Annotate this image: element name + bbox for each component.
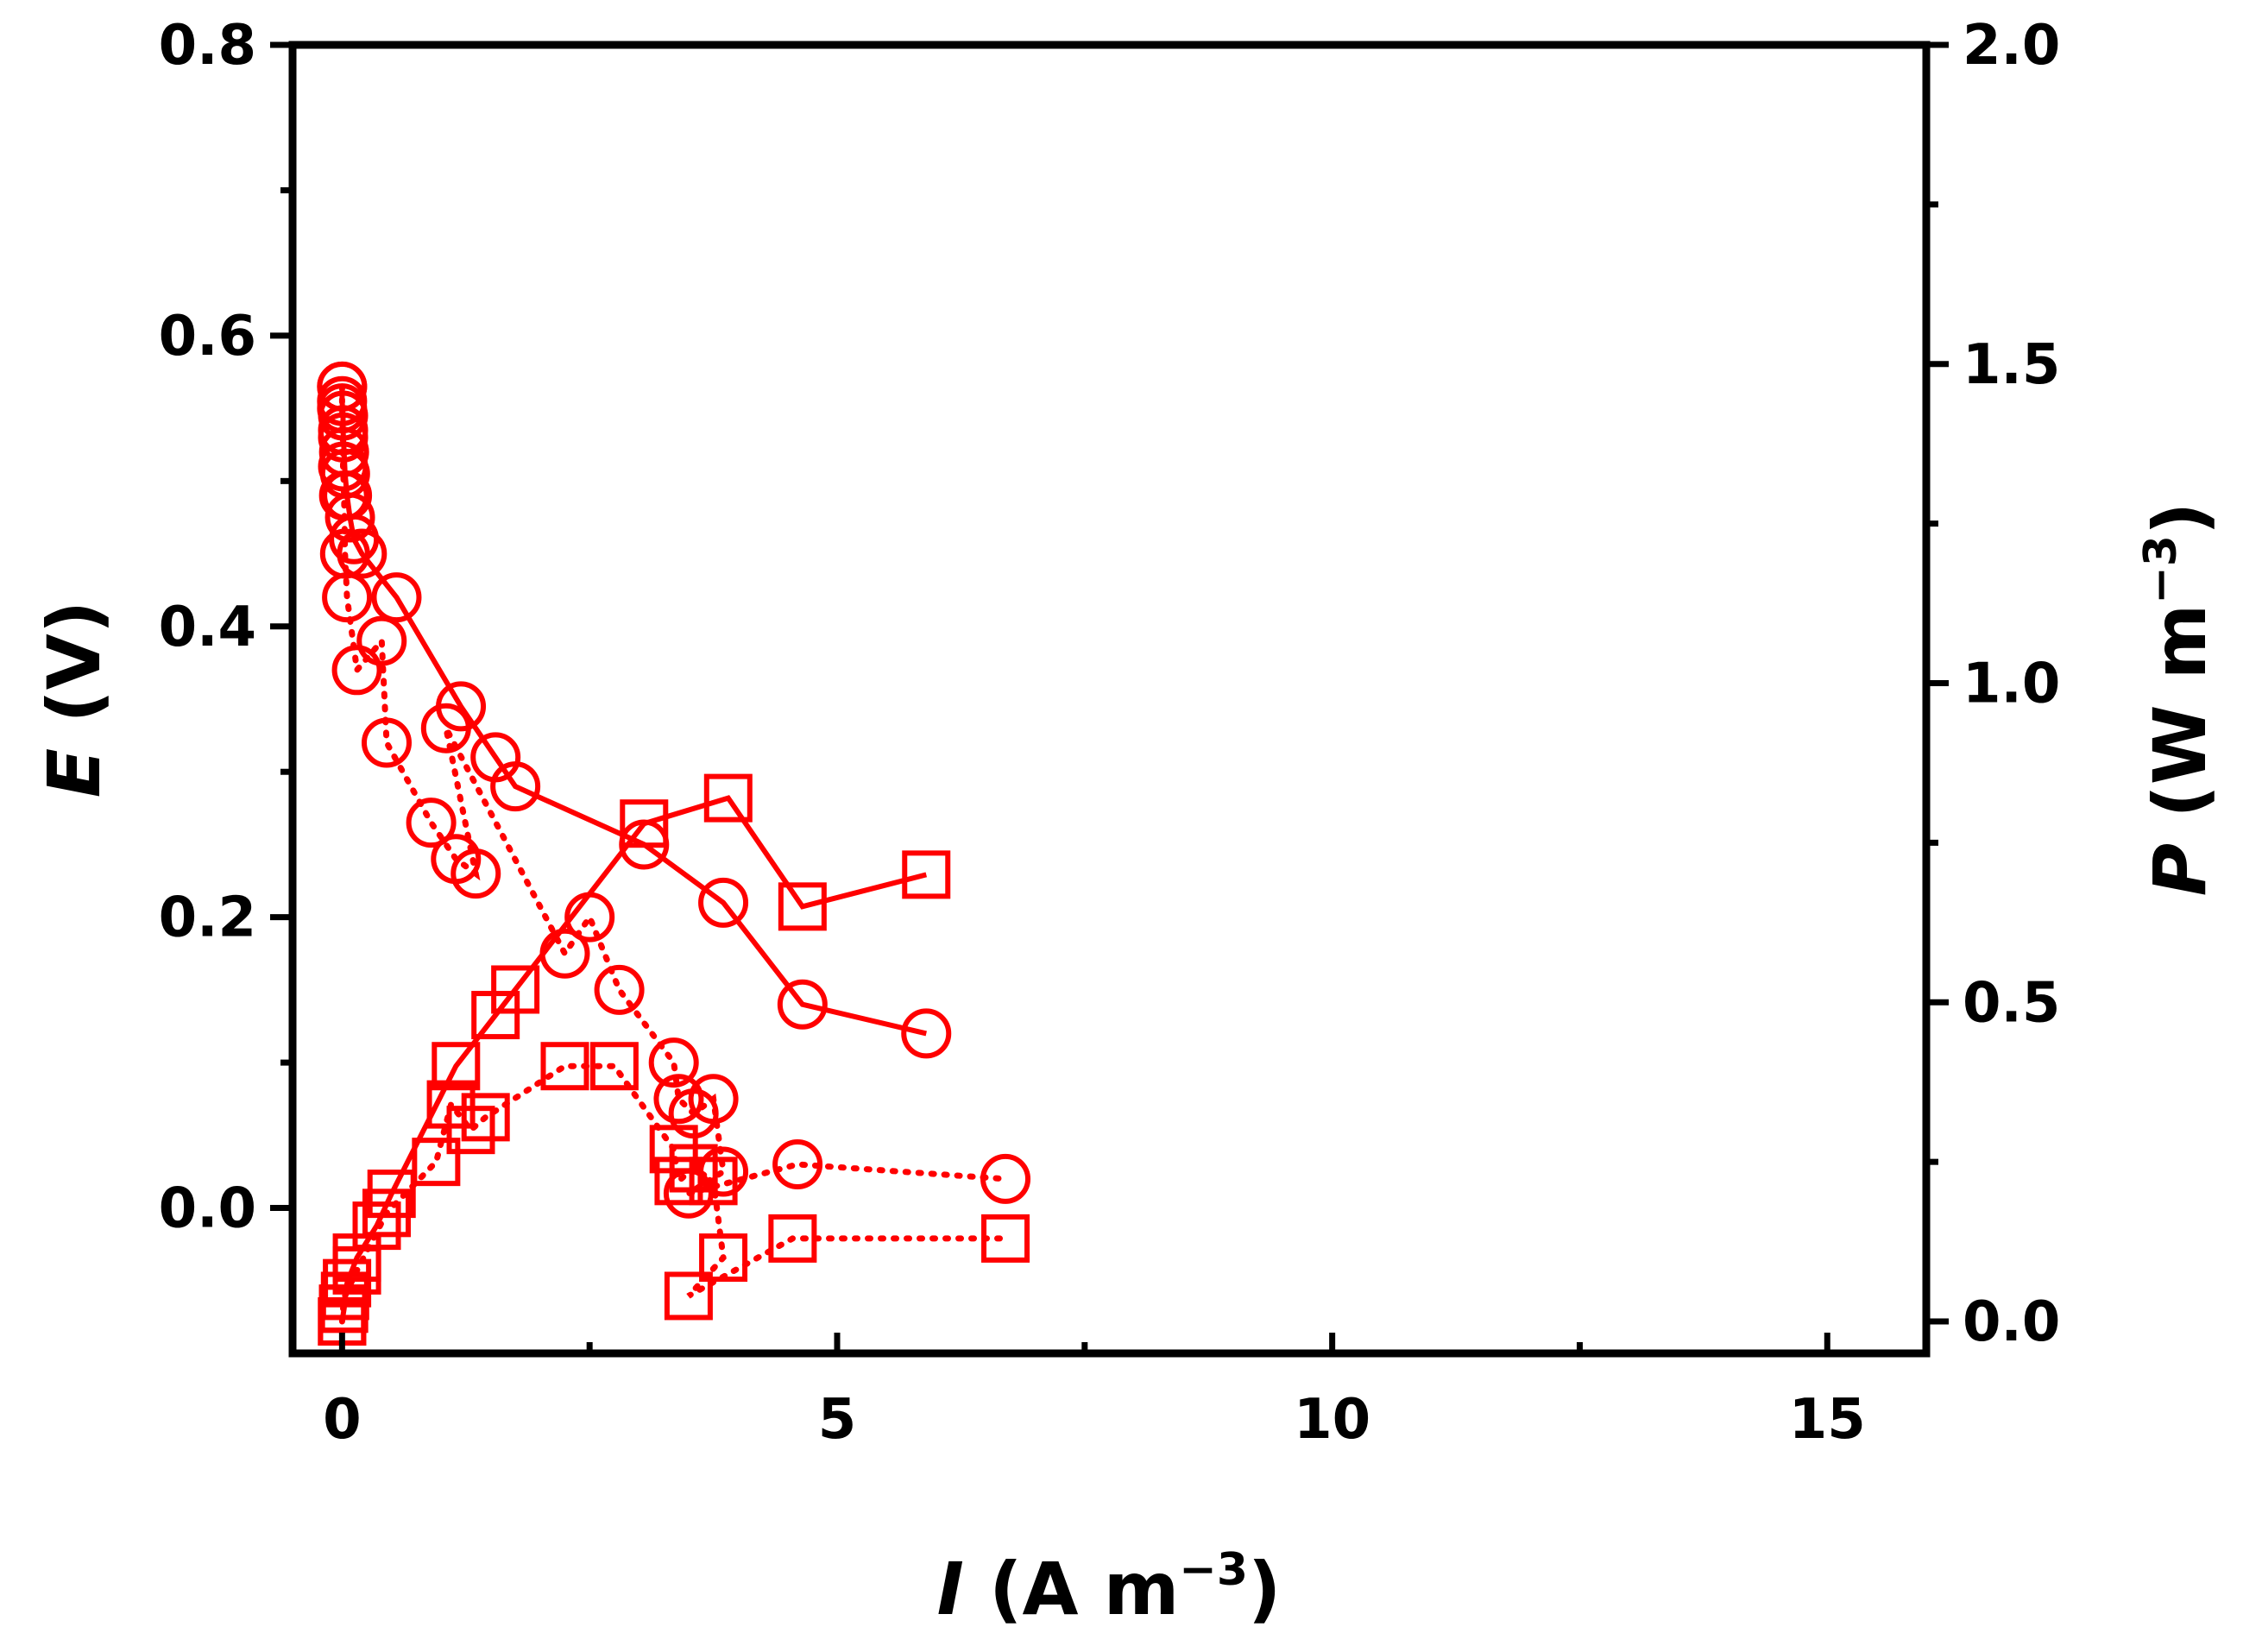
series-1-point xyxy=(337,528,387,579)
series-2-point xyxy=(406,798,457,848)
series-2-point xyxy=(594,964,645,1015)
left-y-tick-label: 0.0 xyxy=(159,1177,256,1241)
series-1-point xyxy=(698,877,749,928)
series-4-point xyxy=(699,1233,748,1283)
series-2-point xyxy=(420,703,471,753)
series-4-point xyxy=(654,1157,703,1206)
series-4-point xyxy=(981,1214,1030,1263)
right-y-tick-label: 0.0 xyxy=(1963,1290,2060,1354)
series-4-point xyxy=(664,1271,713,1321)
series-3-point xyxy=(778,882,827,931)
left-y-tick-label: 0.4 xyxy=(159,596,256,659)
series-1-point xyxy=(777,979,828,1030)
left-y-tick-label: 0.8 xyxy=(159,14,256,78)
x-tick-label: 0 xyxy=(323,1388,362,1452)
left-y-tick-label: 0.6 xyxy=(159,305,256,369)
series-3-line xyxy=(339,795,928,1322)
series-4-point xyxy=(540,1042,589,1091)
series-2-point xyxy=(772,1139,823,1190)
right-y-tick-label: 1.0 xyxy=(1963,653,2060,716)
right-y-tick-label: 0.5 xyxy=(1963,971,2060,1035)
series-2-point xyxy=(317,383,368,434)
x-tick-label: 10 xyxy=(1294,1388,1370,1452)
left-y-tick-label: 0.2 xyxy=(159,886,256,950)
series-3-point xyxy=(491,965,540,1014)
series-2-point xyxy=(450,848,501,899)
series-markers xyxy=(317,361,1031,1346)
series-2-point xyxy=(318,441,369,492)
x-tick-label: 15 xyxy=(1789,1388,1866,1452)
series-2-point xyxy=(318,412,369,463)
series-3-point xyxy=(703,773,753,823)
right-y-tick-label: 1.5 xyxy=(1963,333,2060,397)
series-2-point xyxy=(980,1153,1031,1204)
series-1-point xyxy=(490,761,541,812)
series-1-point xyxy=(324,492,375,543)
series-2-point xyxy=(356,615,407,666)
series-3-point xyxy=(432,1042,481,1091)
series-2-point xyxy=(564,892,615,943)
x-axis-title: I (A m−3) xyxy=(937,1544,1282,1631)
series-2-line xyxy=(338,383,1009,1197)
series-2-point xyxy=(539,928,590,979)
series-4-line xyxy=(338,1062,1009,1325)
series-2-point xyxy=(648,1037,699,1088)
axis-ticks xyxy=(270,41,1949,1353)
series-1-point xyxy=(371,572,422,623)
series-2-point xyxy=(688,1074,739,1125)
series-4-point xyxy=(446,1106,495,1155)
series-2-point xyxy=(318,470,369,521)
series-4-point xyxy=(589,1042,639,1091)
series-4-point xyxy=(332,1245,381,1295)
series-4-point xyxy=(362,1189,411,1238)
series-2-point xyxy=(317,361,368,412)
series-3-point xyxy=(902,850,951,899)
series-4-point xyxy=(412,1138,461,1187)
x-tick-label: 5 xyxy=(818,1388,857,1452)
series-4-point xyxy=(689,1157,738,1206)
plot-frame xyxy=(288,41,1931,1358)
series-2-point xyxy=(653,1074,704,1125)
axis-tick-labels: 0 5 10 15 0.0 0.2 0.4 0.6 0.8 0.0 0.5 1.0 1.5 2.0 xyxy=(159,14,2061,1452)
series-4-point xyxy=(461,1093,510,1142)
series-2-point xyxy=(361,717,412,768)
series-1-point xyxy=(901,1008,952,1059)
right-y-axis-title: P (W m−3) xyxy=(2135,502,2222,897)
series-4-point xyxy=(768,1214,817,1263)
left-y-axis-title: E (V) xyxy=(32,601,117,798)
series-4-point xyxy=(320,1271,369,1321)
right-y-tick-label: 2.0 xyxy=(1963,14,2060,78)
series-2-point xyxy=(322,572,373,623)
series-2-point xyxy=(331,645,382,696)
series-3-point xyxy=(620,799,669,848)
